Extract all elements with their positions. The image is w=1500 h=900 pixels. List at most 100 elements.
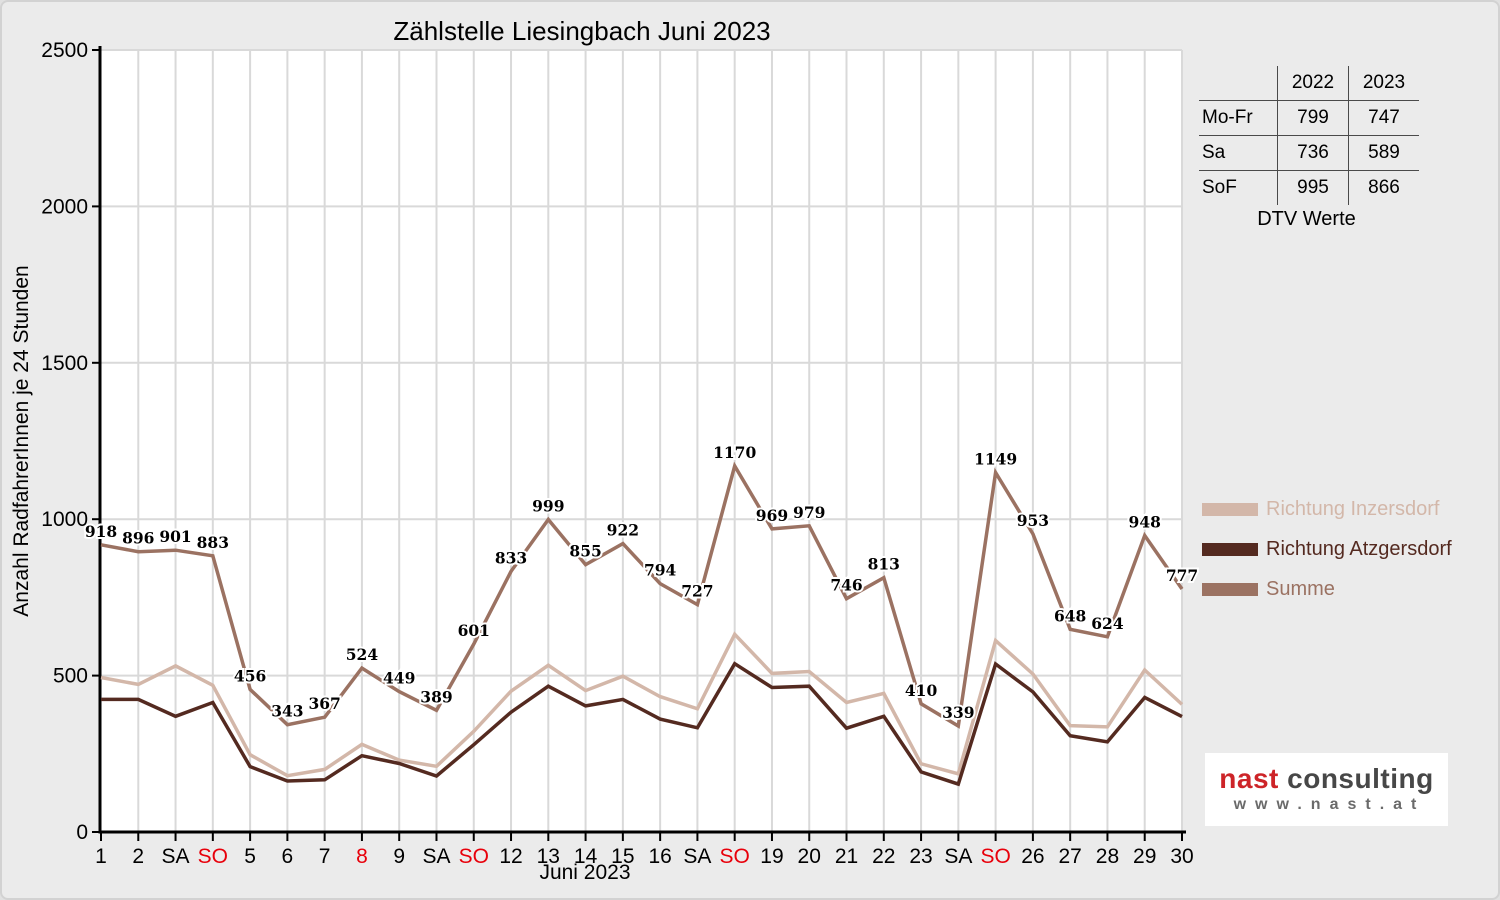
row-label: Sa xyxy=(1199,135,1278,171)
point-label: 410 xyxy=(905,681,938,700)
x-tick-label: 5 xyxy=(244,845,256,868)
x-tick-label: SA xyxy=(944,845,972,868)
x-tick-label: 21 xyxy=(835,845,858,868)
table-row: Sa 736 589 xyxy=(1199,135,1419,171)
y-axis-title: Anzahl RadfahrerInnen je 24 Stunden xyxy=(10,265,33,616)
x-tick-label: SO xyxy=(459,845,489,868)
cell-value: 799 xyxy=(1277,100,1349,136)
x-tick-label: 6 xyxy=(282,845,294,868)
legend-swatch xyxy=(1202,582,1258,596)
x-tick-label: 29 xyxy=(1133,845,1156,868)
logo-brand-red: nast xyxy=(1219,763,1279,794)
table-col-2022: 2022 xyxy=(1277,66,1349,101)
legend: Richtung Inzersdorf Richtung Atzgersdorf… xyxy=(1202,498,1452,618)
x-tick-label: 7 xyxy=(319,845,331,868)
row-label: Mo-Fr xyxy=(1199,100,1278,136)
dtv-table: 2022 2023 Mo-Fr 799 747 Sa 736 589 SoF 9… xyxy=(1199,66,1419,231)
x-tick-label: SA xyxy=(683,845,711,868)
point-label: 883 xyxy=(197,533,229,552)
x-tick-label: 26 xyxy=(1021,845,1044,868)
point-label: 648 xyxy=(1054,606,1086,625)
legend-swatch xyxy=(1202,502,1258,516)
table-row: Mo-Fr 799 747 xyxy=(1199,100,1419,136)
y-tick-label: 2000 xyxy=(41,195,88,218)
point-label: 855 xyxy=(569,542,601,561)
y-tick-label: 0 xyxy=(76,821,88,844)
series-line-summe xyxy=(100,461,1184,729)
x-tick-label: 23 xyxy=(909,845,932,868)
point-label: 1170 xyxy=(713,443,756,462)
legend-label: Summe xyxy=(1266,577,1335,600)
point-label: 624 xyxy=(1091,614,1124,633)
x-tick-label: 14 xyxy=(574,845,598,868)
point-label: 1149 xyxy=(974,450,1017,469)
x-tick-label: SA xyxy=(422,845,450,868)
plot-area xyxy=(101,50,1182,832)
row-label: SoF xyxy=(1202,177,1237,198)
point-label: 948 xyxy=(1129,512,1161,531)
chart-title: Zählstelle Liesingbach Juni 2023 xyxy=(393,16,770,46)
x-tick-label: 2 xyxy=(132,845,144,868)
logo-brand-gray: consulting xyxy=(1287,763,1434,794)
point-label: 896 xyxy=(122,529,154,548)
x-tick-label: SO xyxy=(980,845,1010,868)
point-label: 727 xyxy=(681,582,713,601)
table-caption: DTV Werte xyxy=(1257,208,1356,230)
x-tick-label: 9 xyxy=(393,845,405,868)
cell-value: 747 xyxy=(1348,100,1419,136)
point-label: 601 xyxy=(458,621,490,640)
x-tick-label: 8 xyxy=(356,845,368,868)
point-label: 999 xyxy=(532,497,564,516)
point-label: 979 xyxy=(793,503,825,522)
series-line-richtung-inzersdorf xyxy=(100,631,1184,778)
x-tick-label: 1 xyxy=(95,845,107,868)
point-label: 833 xyxy=(495,548,527,567)
point-label: 389 xyxy=(420,687,452,706)
point-label: 953 xyxy=(1017,511,1049,530)
table-header-row: 2022 2023 xyxy=(1199,66,1419,101)
point-label: 339 xyxy=(942,703,974,722)
point-label: 813 xyxy=(868,555,900,574)
point-label: 777 xyxy=(1166,566,1198,585)
x-tick-label: 22 xyxy=(872,845,895,868)
point-label: 922 xyxy=(607,521,639,540)
y-tick-label: 2500 xyxy=(41,39,88,62)
table-corner-cell xyxy=(1199,66,1278,101)
logo-wordmark: nast consulting xyxy=(1205,764,1448,794)
point-label: 969 xyxy=(756,506,788,525)
y-tick-label: 1000 xyxy=(41,508,88,531)
x-tick-label: 19 xyxy=(760,845,783,868)
x-tick-label: 28 xyxy=(1096,845,1119,868)
nast-consulting-logo: nast consulting www.nast.at xyxy=(1205,753,1448,826)
x-tick-label: 15 xyxy=(611,845,634,868)
x-tick-label: SA xyxy=(162,845,190,868)
table-col-2023: 2023 xyxy=(1348,66,1419,101)
series-line-richtung-atzgersdorf xyxy=(101,661,1183,787)
cell-value: 736 xyxy=(1277,135,1349,171)
y-tick-label: 500 xyxy=(53,665,88,688)
x-tick-label: SO xyxy=(720,845,750,868)
point-label: 449 xyxy=(383,669,415,688)
logo-url: www.nast.at xyxy=(1233,796,1426,813)
y-tick-label: 1500 xyxy=(41,352,88,375)
legend-item-inzersdorf: Richtung Inzersdorf xyxy=(1202,498,1452,520)
cell-value: 866 xyxy=(1348,170,1419,205)
point-label: 343 xyxy=(271,702,303,721)
legend-swatch xyxy=(1202,542,1258,556)
cell-value: 589 xyxy=(1348,135,1419,171)
point-label: 901 xyxy=(159,527,191,546)
x-tick-label: 13 xyxy=(537,845,560,868)
legend-label: Richtung Atzgersdorf xyxy=(1266,537,1452,560)
x-tick-label: 12 xyxy=(499,845,522,868)
point-label: 794 xyxy=(644,561,677,580)
point-label: 746 xyxy=(830,576,862,595)
point-label: 456 xyxy=(234,666,266,685)
point-label: 524 xyxy=(346,645,379,664)
x-tick-label: 16 xyxy=(648,845,671,868)
x-tick-label: SO xyxy=(198,845,228,868)
x-tick-label: 27 xyxy=(1058,845,1081,868)
point-label: 367 xyxy=(308,694,340,713)
point-label: 918 xyxy=(85,522,117,541)
x-tick-label: 20 xyxy=(798,845,821,868)
